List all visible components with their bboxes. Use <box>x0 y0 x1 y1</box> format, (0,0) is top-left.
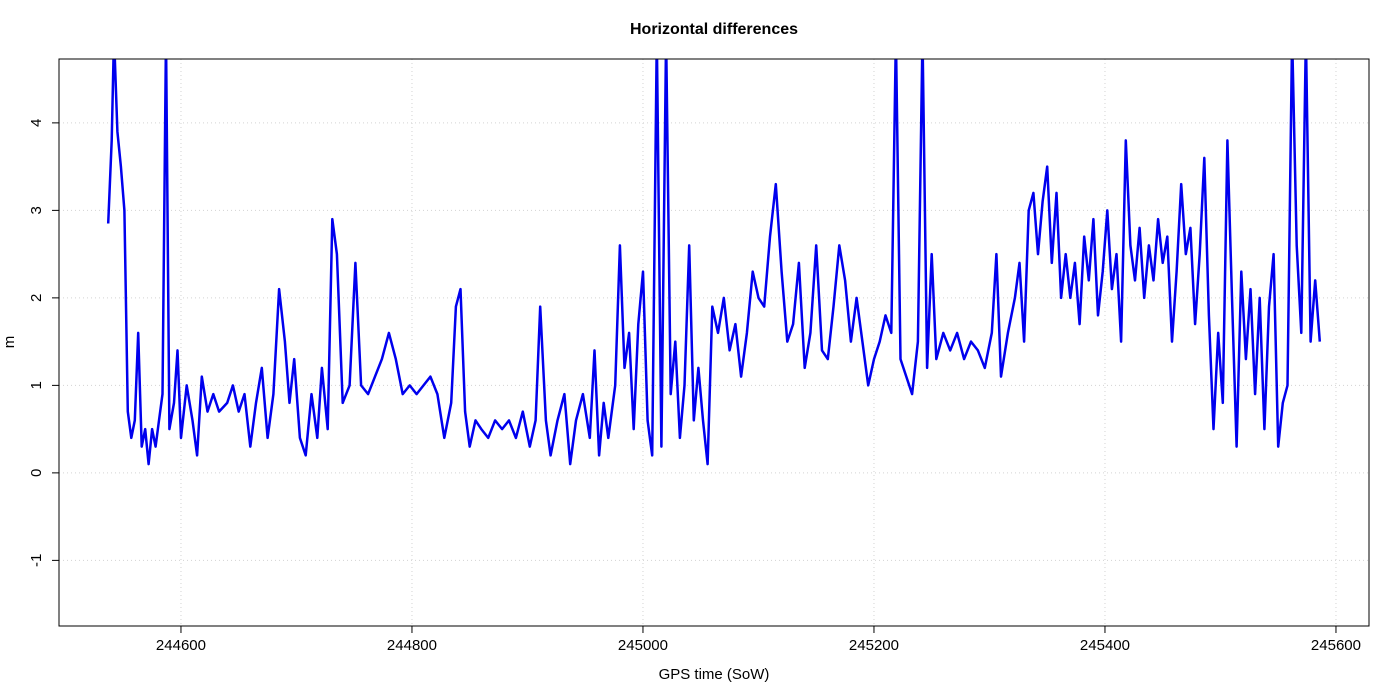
x-tick-label: 244600 <box>156 637 206 654</box>
plot-frame <box>58 58 1370 627</box>
x-axis-label: GPS time (SoW) <box>659 666 770 683</box>
y-tick-label: -1 <box>28 554 45 567</box>
x-tick-label: 245600 <box>1311 637 1361 654</box>
y-tick-label: 2 <box>28 294 45 302</box>
x-tick-label: 245000 <box>618 637 668 654</box>
chart-title: Horizontal differences <box>630 21 798 38</box>
y-tick-label: 3 <box>28 206 45 214</box>
y-tick-label: 4 <box>28 119 45 127</box>
y-tick-label: 0 <box>28 469 45 477</box>
y-tick-label: 1 <box>28 381 45 389</box>
x-tick-label: 245400 <box>1080 637 1130 654</box>
data-line <box>106 59 1322 466</box>
y-axis-label: m <box>1 336 18 349</box>
x-tick-label: 244800 <box>387 637 437 654</box>
x-tick-label: 245200 <box>849 637 899 654</box>
